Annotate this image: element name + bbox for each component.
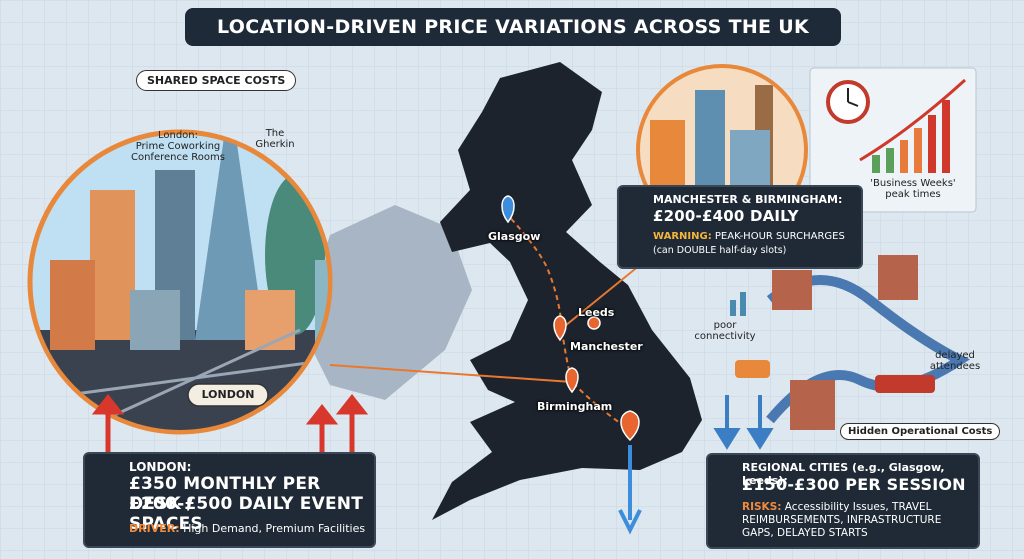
decoration xyxy=(900,140,908,173)
page-title: LOCATION-DRIVEN PRICE VARIATIONS ACROSS … xyxy=(217,16,809,38)
decoration xyxy=(872,148,894,173)
decoration xyxy=(713,395,774,450)
decoration xyxy=(587,316,601,330)
city-label: Leeds xyxy=(578,306,615,319)
section-label: SHARED SPACE COSTS xyxy=(136,70,297,91)
text-row: WARNING: PEAK-HOUR SURCHARGES xyxy=(653,231,845,242)
decoration xyxy=(878,255,918,300)
decoration xyxy=(559,264,641,331)
decoration xyxy=(790,380,835,430)
text-row: RISKS: Accessibility Issues, TRAVEL REIM… xyxy=(742,501,972,540)
decoration xyxy=(329,364,573,383)
decoration xyxy=(875,375,935,393)
decoration xyxy=(50,260,95,350)
decoration xyxy=(305,403,339,425)
decoration xyxy=(91,393,369,455)
decoration xyxy=(730,130,770,190)
issue-label: delayed attendees xyxy=(929,350,981,372)
decoration xyxy=(650,85,773,190)
price-line: £350 MONTHLY PER DESK / xyxy=(129,474,321,514)
decoration xyxy=(740,292,746,316)
decoration xyxy=(914,128,922,173)
decoration xyxy=(695,90,725,190)
decoration xyxy=(735,360,770,378)
risks-text: Accessibility Issues, TRAVEL REIMBURSEME… xyxy=(742,501,942,539)
decoration xyxy=(730,300,736,316)
decoration xyxy=(565,367,579,394)
decoration xyxy=(335,393,369,415)
decoration xyxy=(900,128,922,173)
london-price-box: LONDON: £350 MONTHLY PER DESK / £200-£50… xyxy=(83,452,376,548)
decoration xyxy=(886,148,894,173)
decoration xyxy=(847,88,859,107)
decoration xyxy=(772,255,918,430)
decoration xyxy=(195,134,265,340)
decoration xyxy=(620,410,640,442)
city-label: Birmingham xyxy=(537,400,613,413)
decoration xyxy=(746,428,774,450)
decoration xyxy=(650,120,685,190)
warning-text: PEAK-HOUR SURCHARGES xyxy=(714,231,845,242)
decoration xyxy=(730,292,746,316)
driver-label: DRIVER: xyxy=(129,522,180,535)
price-line: £200-£400 DAILY xyxy=(653,207,799,225)
callout-label: London: Prime Coworking Conference Rooms xyxy=(130,130,225,163)
decoration xyxy=(91,393,125,415)
decoration xyxy=(553,315,567,342)
box-heading: LONDON: xyxy=(129,460,192,474)
decoration xyxy=(501,195,515,224)
decoration xyxy=(185,8,841,46)
chart-caption: 'Business Weeks' peak times xyxy=(870,178,956,200)
warning-label: WARNING: xyxy=(653,231,712,242)
decoration xyxy=(859,78,967,162)
decoration xyxy=(872,155,880,173)
decoration xyxy=(766,275,970,424)
decoration xyxy=(32,134,328,430)
decoration xyxy=(928,115,936,173)
decoration xyxy=(772,270,812,310)
area-label: LONDON xyxy=(201,388,255,401)
text-row: DRIVER: High Demand, Premium Facilities xyxy=(129,522,365,535)
decoration xyxy=(90,190,135,340)
regional-price-box: REGIONAL CITIES (e.g., Glasgow, Leeds): … xyxy=(706,453,980,549)
section-label: Hidden Operational Costs xyxy=(840,423,1001,440)
city-label: Glasgow xyxy=(488,230,541,243)
decoration xyxy=(130,290,180,350)
driver-text: High Demand, Premium Facilities xyxy=(183,522,366,535)
decoration xyxy=(504,211,631,431)
price-line: £200-£500 DAILY EVENT SPACES xyxy=(129,494,364,534)
decoration xyxy=(432,62,702,520)
decoration xyxy=(553,315,640,442)
box-heading: MANCHESTER & BIRMINGHAM: xyxy=(653,193,843,206)
box-heading: REGIONAL CITIES (e.g., Glasgow, Leeds): xyxy=(742,461,945,487)
decoration xyxy=(942,100,950,173)
issue-label: poor connectivity xyxy=(694,320,756,342)
decoration xyxy=(618,445,642,535)
price-line: £150-£300 PER SESSION xyxy=(742,475,966,494)
manchester-price-box: MANCHESTER & BIRMINGHAM: £200-£400 DAILY… xyxy=(617,185,863,269)
city-label: Manchester xyxy=(570,340,643,353)
decoration xyxy=(245,290,295,350)
decoration xyxy=(187,383,269,407)
callout-label: The Gherkin xyxy=(255,128,295,150)
risks-label: RISKS: xyxy=(742,501,782,513)
decoration xyxy=(300,205,472,400)
warning-note: (can DOUBLE half-day slots) xyxy=(653,245,787,256)
decoration xyxy=(713,428,741,450)
decoration xyxy=(928,100,950,173)
